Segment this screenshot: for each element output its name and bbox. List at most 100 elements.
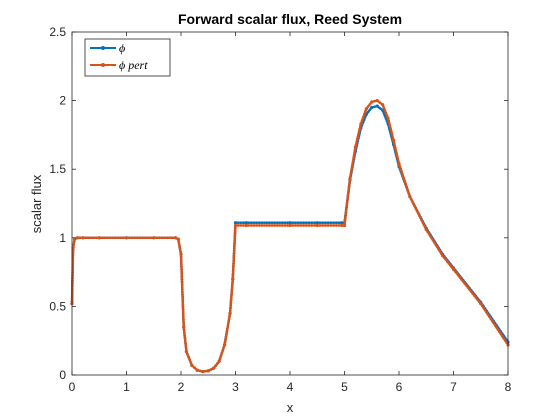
- series-marker: [458, 276, 462, 279]
- series-marker: [357, 130, 361, 133]
- series-marker: [483, 308, 487, 312]
- series-marker: [447, 262, 451, 265]
- series-marker: [233, 231, 237, 235]
- series-marker: [263, 224, 266, 227]
- series-marker: [242, 221, 245, 225]
- y-axis-ticks: 0 0.5 1 1.5 2 2.5: [49, 25, 508, 382]
- data-point: [408, 195, 412, 199]
- series-marker: [395, 152, 398, 155]
- legend: ϕ ϕ pert: [84, 38, 171, 77]
- series-marker: [224, 338, 227, 341]
- series-marker: [402, 177, 406, 181]
- series-marker: [426, 230, 429, 234]
- data-point: [451, 267, 456, 271]
- series-marker: [181, 293, 184, 296]
- x-tick-label: 2: [178, 380, 185, 394]
- series-marker: [460, 278, 463, 281]
- series-marker: [226, 322, 230, 326]
- series-marker: [373, 105, 376, 109]
- data-point: [231, 277, 235, 281]
- series-marker: [117, 236, 120, 240]
- series-marker: [136, 236, 139, 240]
- series-marker: [434, 243, 438, 247]
- series-marker: [357, 132, 360, 136]
- series-marker: [318, 221, 322, 225]
- series-marker: [345, 206, 348, 209]
- series-marker: [225, 330, 229, 333]
- series-marker: [163, 236, 166, 240]
- data-point: [386, 116, 390, 121]
- series-marker: [181, 310, 185, 314]
- series-marker: [216, 362, 219, 365]
- series-marker: [227, 319, 230, 323]
- series-marker: [435, 245, 439, 249]
- data-point: [152, 236, 156, 240]
- series-marker: [230, 285, 234, 289]
- series-marker: [223, 340, 227, 344]
- series-marker: [395, 154, 399, 158]
- series-marker: [503, 339, 507, 342]
- data-point: [348, 177, 352, 181]
- series-marker: [355, 140, 358, 144]
- series-marker: [393, 144, 397, 147]
- series-marker: [220, 351, 224, 355]
- series-marker: [232, 254, 236, 258]
- series-marker: [350, 166, 354, 170]
- series-marker: [344, 216, 347, 219]
- data-point: [364, 107, 368, 111]
- data-point: [370, 100, 374, 104]
- series-marker: [229, 298, 233, 302]
- series-marker: [286, 224, 289, 227]
- data-point: [244, 221, 248, 225]
- series-marker: [87, 236, 90, 240]
- x-tick-label: 4: [287, 380, 294, 394]
- series-marker: [226, 325, 230, 328]
- series-marker: [204, 369, 207, 373]
- series-marker: [147, 236, 150, 240]
- series-marker: [401, 175, 405, 178]
- series-marker: [291, 224, 295, 227]
- series-marker: [431, 239, 435, 242]
- x-tick-label: 7: [450, 380, 457, 394]
- series-marker: [257, 221, 261, 225]
- data-point: [340, 221, 344, 225]
- series-marker: [321, 221, 325, 225]
- series-marker: [385, 114, 389, 117]
- plot-area: [72, 32, 508, 375]
- series-marker: [473, 294, 476, 297]
- data-point: [190, 363, 194, 367]
- series-marker: [347, 185, 351, 188]
- series-marker: [354, 143, 358, 146]
- series-marker: [477, 300, 481, 303]
- data-point: [288, 223, 292, 228]
- series-marker: [421, 221, 425, 224]
- series-marker: [356, 135, 360, 139]
- series-marker: [415, 209, 419, 213]
- series-marker: [103, 236, 106, 240]
- series-marker: [186, 353, 189, 356]
- legend-marker-phi-pert: [101, 63, 105, 67]
- series-marker: [100, 236, 104, 240]
- legend-label-phi-pert: ϕ pert: [119, 58, 148, 72]
- x-tick-label: 8: [505, 380, 512, 394]
- series-marker: [445, 260, 449, 263]
- series-marker: [180, 280, 184, 284]
- series-marker: [228, 314, 231, 318]
- series-marker: [226, 327, 229, 331]
- series-marker: [273, 224, 276, 227]
- legend-box: [84, 38, 171, 77]
- series-marker: [397, 159, 400, 163]
- series-marker: [351, 161, 354, 165]
- series-marker: [348, 182, 351, 186]
- series-marker: [348, 180, 351, 183]
- series-marker: [413, 204, 416, 208]
- series-marker: [229, 306, 232, 310]
- series-marker: [141, 236, 145, 240]
- series-marker: [335, 221, 338, 225]
- series-marker: [422, 223, 426, 227]
- series-marker: [229, 304, 232, 307]
- legend-entry-phi-pert: ϕ pert: [90, 58, 148, 72]
- series-marker: [384, 111, 388, 115]
- series-marker: [358, 127, 361, 131]
